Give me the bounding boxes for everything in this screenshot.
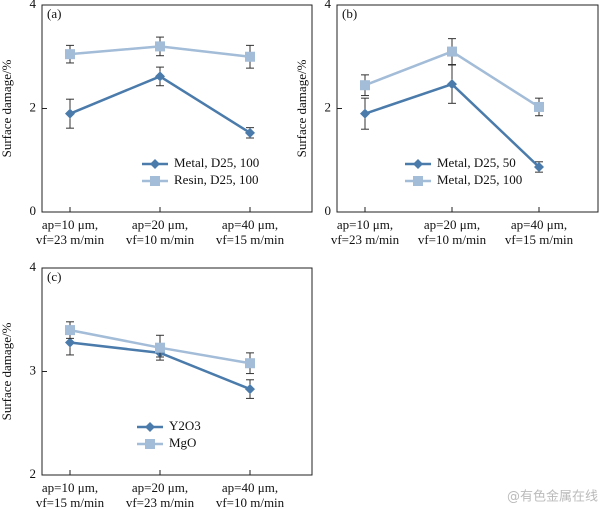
marker (447, 46, 457, 57)
marker (65, 325, 75, 336)
x-tick-label: ap=10 μm, (42, 480, 98, 495)
y-axis-label: Surface damage/% (0, 59, 14, 157)
marker (413, 159, 423, 169)
legend-label: Metal, D25, 100 (174, 155, 259, 170)
y-tick-label: 0 (325, 203, 332, 218)
y-tick-label: 0 (30, 203, 37, 218)
x-tick-label: ap=10 μm, (337, 217, 393, 232)
x-tick-label: ap=10 μm, (42, 217, 98, 232)
x-tick-label: vf=10 m/min (216, 495, 285, 508)
x-tick-label: vf=15 m/min (36, 495, 105, 508)
legend-label: MgO (169, 435, 196, 450)
x-tick-label: vf=10 m/min (126, 232, 195, 247)
y-tick-label: 2 (325, 99, 332, 114)
panel-label: (b) (342, 6, 357, 21)
marker (245, 358, 255, 369)
marker (145, 439, 155, 449)
marker (360, 80, 370, 91)
marker (534, 101, 544, 112)
y-tick-label: 4 (30, 0, 37, 11)
panel-label: (c) (47, 269, 61, 284)
y-tick-label: 4 (30, 259, 37, 274)
y-tick-label: 2 (30, 466, 37, 481)
x-tick-label: vf=15 m/min (505, 232, 574, 247)
marker (150, 159, 160, 169)
legend-label: Metal, D25, 100 (437, 172, 522, 187)
legend-label: Resin, D25, 100 (174, 172, 259, 187)
marker (65, 337, 75, 348)
marker (447, 79, 457, 90)
legend-label: Metal, D25, 50 (437, 155, 516, 170)
x-tick-label: ap=20 μm, (424, 217, 480, 232)
marker (150, 176, 160, 186)
x-tick-label: vf=23 m/min (331, 232, 400, 247)
marker (155, 342, 165, 353)
marker (155, 71, 165, 82)
marker (65, 108, 75, 119)
watermark: @有色金属在线 (507, 489, 598, 505)
panel-label: (a) (47, 6, 61, 21)
marker (65, 49, 75, 60)
marker (155, 41, 165, 52)
x-tick-label: ap=20 μm, (132, 480, 188, 495)
x-tick-label: vf=15 m/min (216, 232, 285, 247)
legend-label: Y2O3 (169, 418, 201, 433)
y-tick-label: 3 (30, 362, 37, 377)
marker (145, 422, 155, 432)
x-tick-label: ap=20 μm, (132, 217, 188, 232)
marker (534, 161, 544, 172)
marker (245, 51, 255, 62)
x-tick-label: vf=10 m/min (418, 232, 487, 247)
y-axis-label: Surface damage/% (294, 59, 309, 157)
x-tick-label: ap=40 μm, (511, 217, 567, 232)
y-tick-label: 2 (30, 99, 37, 114)
x-tick-label: ap=40 μm, (222, 480, 278, 495)
y-axis-label: Surface damage/% (0, 322, 14, 420)
marker (245, 384, 255, 395)
x-tick-label: ap=40 μm, (222, 217, 278, 232)
x-tick-label: vf=23 m/min (126, 495, 195, 508)
marker (360, 108, 370, 119)
marker (245, 127, 255, 138)
x-tick-label: vf=23 m/min (36, 232, 105, 247)
y-tick-label: 4 (325, 0, 332, 11)
marker (413, 176, 423, 186)
